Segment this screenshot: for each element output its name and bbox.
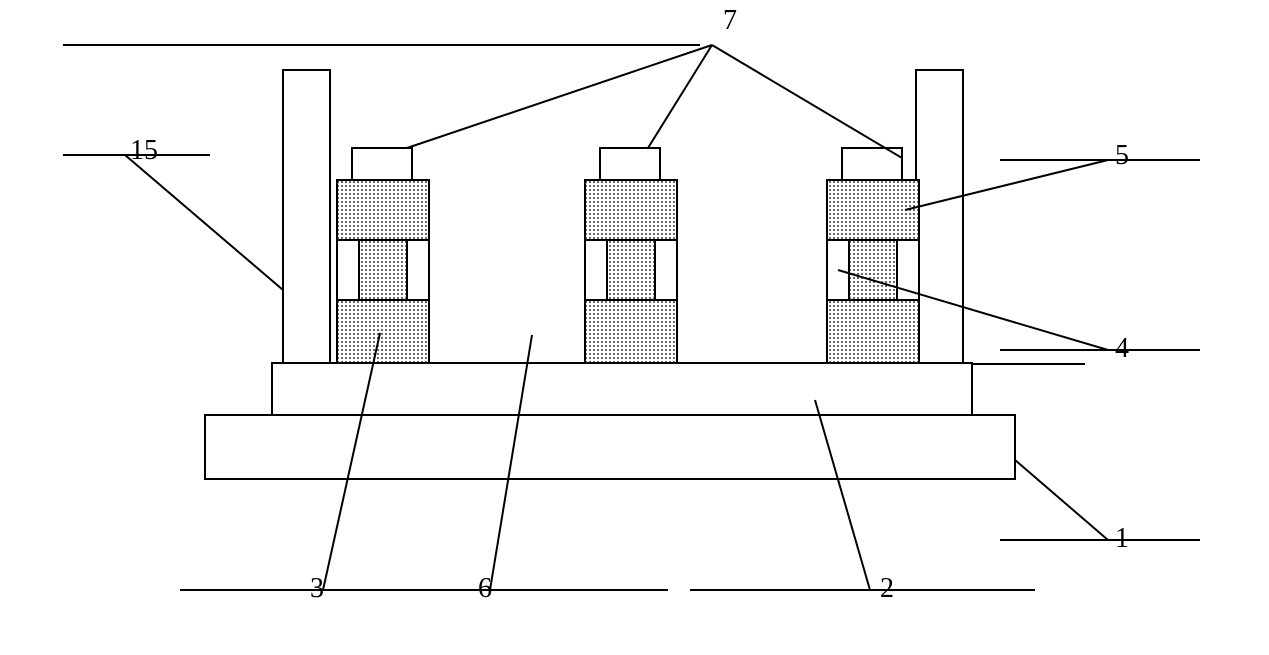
floor-plate bbox=[272, 363, 972, 415]
pillar-top-1 bbox=[585, 180, 677, 240]
pillar-cap-0 bbox=[352, 148, 412, 180]
base-plate bbox=[205, 415, 1015, 479]
post-right bbox=[916, 70, 963, 363]
label-l4: 4 bbox=[1115, 333, 1129, 365]
label-l1: 1 bbox=[1115, 523, 1129, 555]
pillar-bot-0 bbox=[337, 300, 429, 363]
label-l7: 7 bbox=[723, 5, 737, 37]
pillar-mid-inner-0 bbox=[359, 240, 407, 300]
pillar-bot-2 bbox=[827, 300, 919, 363]
pillar-top-0 bbox=[337, 180, 429, 240]
label-l3: 3 bbox=[310, 573, 324, 605]
label-l2: 2 bbox=[880, 573, 894, 605]
pillar-mid-inner-1 bbox=[607, 240, 655, 300]
label-l15: 15 bbox=[130, 135, 158, 167]
pillar-mid-inner-2 bbox=[849, 240, 897, 300]
label-l6: 6 bbox=[478, 573, 492, 605]
pillar-bot-1 bbox=[585, 300, 677, 363]
pillar-cap-1 bbox=[600, 148, 660, 180]
label-l5: 5 bbox=[1115, 140, 1129, 172]
post-left bbox=[283, 70, 330, 363]
